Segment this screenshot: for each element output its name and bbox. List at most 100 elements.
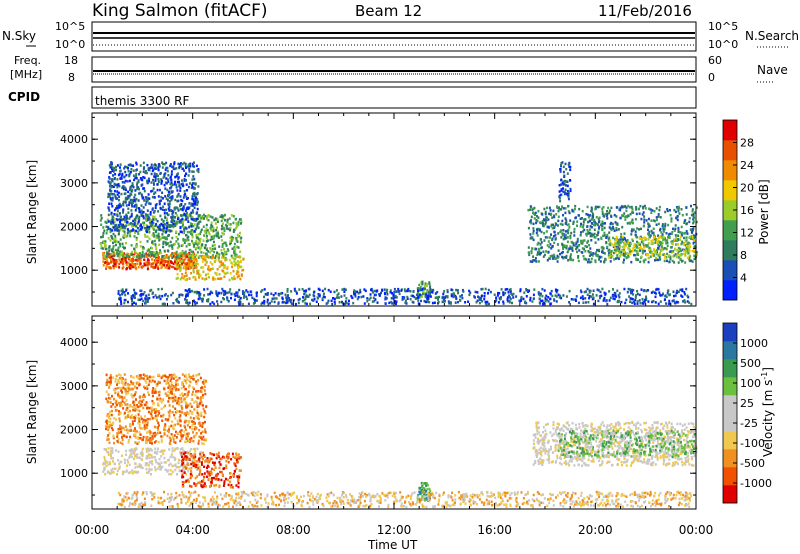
radar-cell bbox=[617, 294, 620, 297]
radar-cell bbox=[598, 255, 601, 259]
radar-cell bbox=[461, 296, 464, 300]
radar-cell bbox=[174, 260, 176, 264]
radar-cell bbox=[340, 295, 343, 298]
radar-cell bbox=[205, 227, 208, 230]
radar-cell bbox=[487, 288, 490, 292]
radar-cell bbox=[249, 290, 252, 293]
radar-cell bbox=[112, 226, 115, 229]
radar-cell bbox=[136, 252, 139, 256]
radar-cell bbox=[145, 219, 148, 222]
radar-cell bbox=[203, 229, 206, 233]
radar-cell bbox=[131, 448, 133, 451]
radar-cell bbox=[207, 250, 210, 253]
radar-cell bbox=[236, 275, 239, 279]
radar-cell bbox=[454, 301, 457, 304]
freq-label-2: [MHz] bbox=[10, 68, 42, 81]
radar-cell bbox=[338, 296, 340, 299]
radar-cell bbox=[252, 302, 255, 305]
radar-cell bbox=[134, 453, 137, 457]
radar-cell bbox=[172, 427, 174, 430]
radar-cell bbox=[476, 291, 479, 294]
radar-cell bbox=[691, 208, 694, 211]
radar-cell bbox=[173, 242, 176, 246]
radar-cell bbox=[226, 267, 229, 270]
radar-cell bbox=[565, 247, 568, 250]
radar-cell bbox=[133, 235, 136, 238]
radar-cell bbox=[450, 288, 453, 291]
radar-cell bbox=[416, 293, 419, 297]
radar-cell bbox=[571, 247, 574, 251]
radar-cell bbox=[653, 250, 656, 253]
radar-cell bbox=[162, 242, 165, 245]
radar-cell bbox=[173, 464, 176, 467]
radar-cell bbox=[186, 404, 189, 407]
radar-cell bbox=[113, 228, 116, 232]
radar-cell bbox=[105, 427, 107, 431]
radar-cell bbox=[668, 302, 671, 305]
radar-cell bbox=[184, 250, 187, 253]
radar-cell bbox=[540, 230, 543, 234]
radar-cell bbox=[112, 232, 115, 236]
radar-cell bbox=[338, 301, 341, 304]
radar-cell bbox=[595, 216, 598, 219]
radar-cell bbox=[182, 231, 185, 235]
radar-cell bbox=[321, 289, 324, 293]
radar-cell bbox=[144, 297, 147, 301]
radar-cell bbox=[590, 295, 593, 298]
radar-cell bbox=[163, 209, 166, 212]
radar-cell bbox=[559, 222, 562, 226]
radar-cell bbox=[111, 260, 114, 263]
radar-cell bbox=[270, 300, 273, 303]
radar-cell bbox=[671, 230, 674, 234]
radar-cell bbox=[255, 292, 258, 295]
radar-cell bbox=[193, 194, 196, 198]
radar-cell bbox=[154, 447, 157, 450]
radar-cell bbox=[420, 288, 422, 292]
radar-cell bbox=[146, 263, 149, 267]
radar-cell bbox=[144, 171, 147, 175]
radar-cell bbox=[212, 278, 215, 281]
radar-cell bbox=[692, 221, 695, 225]
radar-cell bbox=[184, 278, 187, 282]
radar-cell bbox=[550, 233, 552, 236]
radar-cell bbox=[164, 260, 167, 263]
radar-cell bbox=[135, 398, 137, 401]
radar-cell bbox=[196, 405, 199, 409]
radar-cell bbox=[416, 287, 419, 290]
colorbar-segment bbox=[723, 200, 737, 221]
radar-cell bbox=[114, 380, 117, 383]
radar-cell bbox=[642, 207, 645, 210]
radar-cell bbox=[171, 450, 174, 453]
radar-cell bbox=[560, 236, 563, 239]
radar-cell bbox=[211, 237, 214, 241]
radar-cell bbox=[105, 255, 108, 258]
radar-cell bbox=[616, 256, 619, 260]
radar-cell bbox=[110, 213, 113, 216]
radar-cell bbox=[110, 426, 113, 430]
radar-cell bbox=[234, 253, 237, 256]
radar-cell bbox=[204, 215, 207, 218]
radar-cell bbox=[185, 375, 188, 379]
radar-cell bbox=[124, 186, 127, 190]
radar-cell bbox=[566, 192, 569, 196]
radar-cell bbox=[202, 404, 204, 407]
radar-cell bbox=[164, 418, 167, 421]
radar-cell bbox=[189, 165, 192, 168]
radar-cell bbox=[688, 220, 691, 224]
radar-cell bbox=[417, 289, 419, 292]
radar-cell bbox=[278, 294, 281, 297]
radar-cell bbox=[176, 237, 179, 241]
radar-cell bbox=[129, 234, 132, 238]
radar-cell bbox=[208, 269, 211, 272]
radar-cell bbox=[157, 166, 160, 169]
radar-cell bbox=[188, 301, 191, 305]
radar-cell bbox=[182, 467, 185, 471]
radar-cell bbox=[693, 235, 696, 239]
radar-cell bbox=[547, 240, 550, 243]
radar-cell bbox=[659, 216, 662, 219]
radar-cell bbox=[286, 299, 289, 303]
radar-cell bbox=[532, 227, 535, 230]
radar-cell bbox=[409, 290, 412, 293]
radar-cell bbox=[569, 236, 572, 240]
radar-cell bbox=[164, 293, 167, 296]
